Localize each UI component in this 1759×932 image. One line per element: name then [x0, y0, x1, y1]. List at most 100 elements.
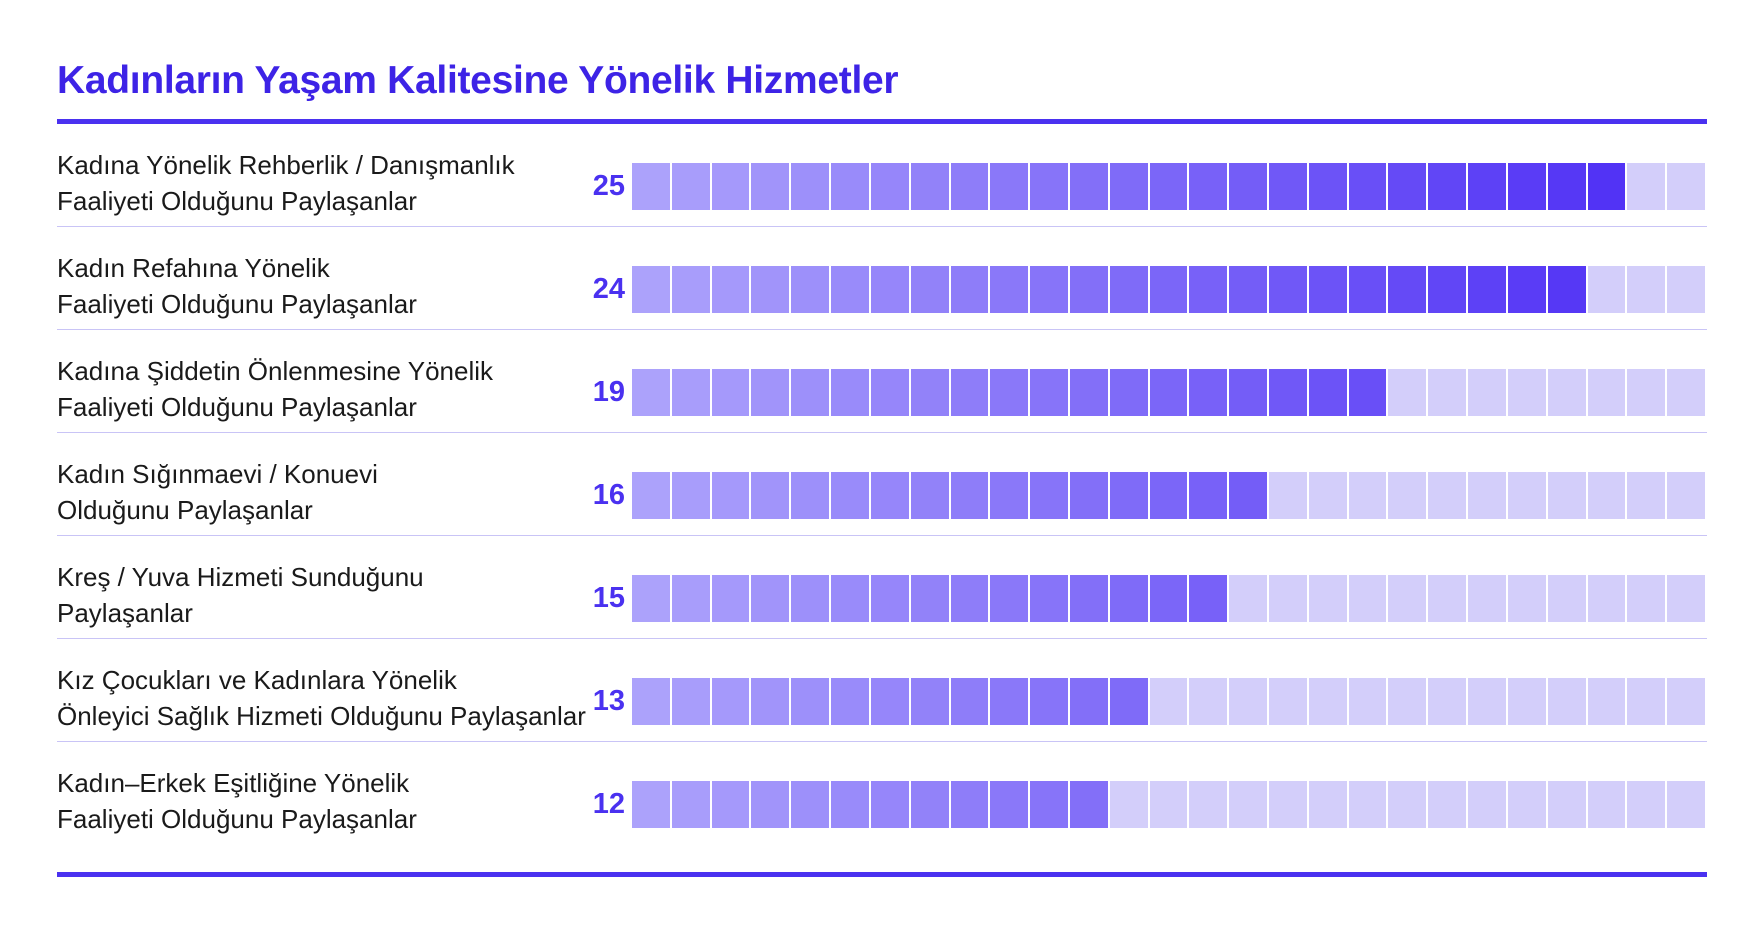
bar-cell-filled: [831, 163, 869, 210]
bar-cell-filled: [1189, 472, 1227, 519]
bar-cell-empty: [1388, 369, 1426, 416]
bar-cell-filled: [1388, 163, 1426, 210]
bar-cell-empty: [1588, 472, 1625, 519]
bar-cell-filled: [1309, 163, 1347, 210]
bar-cell-filled: [1588, 163, 1625, 210]
bar-cell-empty: [1309, 472, 1347, 519]
bar-cell-filled: [1150, 472, 1187, 519]
bar-cell-filled: [951, 678, 988, 725]
bar-cell-filled: [1548, 163, 1586, 210]
bar-cell-empty: [1588, 266, 1625, 313]
bar-cell-empty: [1428, 678, 1466, 725]
bar-cell-filled: [791, 678, 829, 725]
bar-cell-filled: [990, 369, 1028, 416]
row-label-line: Kadına Yönelik Rehberlik / Danışmanlık: [57, 150, 515, 180]
bar-cell-filled: [951, 781, 988, 828]
bar-cell-filled: [1229, 369, 1267, 416]
bar-cell-empty: [1229, 575, 1267, 622]
bar-cell-empty: [1588, 781, 1625, 828]
bar-cell-filled: [1110, 266, 1148, 313]
bar-cell-filled: [1030, 163, 1068, 210]
bar-cell-empty: [1468, 781, 1506, 828]
bar-cell-filled: [1269, 369, 1307, 416]
bar-cell-filled: [1189, 369, 1227, 416]
bar-cell-filled: [1309, 266, 1347, 313]
row-label: Kadına Şiddetin Önlenmesine Yönelik Faali…: [57, 353, 602, 425]
row-label-line: Olduğunu Paylaşanlar: [57, 495, 313, 525]
bar-cell-filled: [672, 575, 710, 622]
bar-cell-empty: [1189, 781, 1227, 828]
bar-cell-empty: [1667, 472, 1705, 519]
bar-cell-filled: [1229, 163, 1267, 210]
bar-cell-filled: [751, 781, 789, 828]
row-label-line: Faaliyeti Olduğunu Paylaşanlar: [57, 392, 417, 422]
bar-cell-filled: [632, 678, 670, 725]
bar-cell-filled: [871, 163, 909, 210]
bar-cell-filled: [990, 678, 1028, 725]
bar-cell-empty: [1627, 266, 1665, 313]
row-divider: [57, 226, 1707, 227]
bar-cell-filled: [1428, 163, 1466, 210]
bar-cell-empty: [1428, 781, 1466, 828]
bar-cell-filled: [791, 575, 829, 622]
bar-cell-empty: [1627, 678, 1665, 725]
bar-cell-empty: [1588, 369, 1625, 416]
bar-cell-filled: [951, 266, 988, 313]
bar-cell-filled: [1349, 163, 1386, 210]
row-label-line: Kadın–Erkek Eşitliğine Yönelik: [57, 768, 410, 798]
bar-cell-empty: [1508, 781, 1546, 828]
bar-cell-filled: [911, 472, 949, 519]
bar-cell-filled: [1468, 163, 1506, 210]
bar-cell-filled: [1150, 266, 1187, 313]
bar-cell-empty: [1110, 781, 1148, 828]
bar-cell-empty: [1627, 369, 1665, 416]
bar-track: [632, 369, 1707, 416]
row-label-line: Kadın Refahına Yönelik: [57, 253, 330, 283]
bar-cell-filled: [1070, 575, 1108, 622]
bar-cell-filled: [1030, 472, 1068, 519]
bar-cell-empty: [1667, 163, 1705, 210]
bar-cell-empty: [1229, 678, 1267, 725]
bar-cell-filled: [831, 781, 869, 828]
bar-cell-filled: [911, 781, 949, 828]
bar-cell-filled: [712, 781, 749, 828]
bar-cell-empty: [1468, 472, 1506, 519]
bar-cell-filled: [791, 472, 829, 519]
bar-cell-filled: [990, 472, 1028, 519]
bar-cell-filled: [672, 472, 710, 519]
bar-cell-filled: [712, 678, 749, 725]
bar-cell-filled: [911, 266, 949, 313]
bar-cell-empty: [1269, 781, 1307, 828]
data-label: 16: [592, 479, 625, 511]
bar-cell-empty: [1269, 678, 1307, 725]
row-label-line: Önleyici Sağlık Hizmeti Olduğunu Paylaşa…: [57, 701, 586, 731]
bar-cell-filled: [1309, 369, 1347, 416]
row-label: Kadın Refahına Yönelik Faaliyeti Olduğunu…: [57, 250, 602, 322]
bar-cell-empty: [1309, 575, 1347, 622]
row-label-line: Faaliyeti Olduğunu Paylaşanlar: [57, 804, 417, 834]
bar-cell-filled: [1030, 781, 1068, 828]
bar-cell-filled: [672, 266, 710, 313]
bar-cell-empty: [1189, 678, 1227, 725]
bar-cell-filled: [1189, 266, 1227, 313]
bar-cell-filled: [672, 781, 710, 828]
bar-cell-filled: [831, 369, 869, 416]
bar-cell-filled: [1110, 163, 1148, 210]
bar-cell-filled: [1030, 575, 1068, 622]
bar-cell-filled: [1030, 369, 1068, 416]
bar-cell-filled: [1070, 781, 1108, 828]
bar-cell-filled: [1189, 575, 1227, 622]
bar-cell-filled: [1110, 575, 1148, 622]
bar-cell-filled: [751, 369, 789, 416]
data-label: 13: [592, 685, 625, 717]
bar-cell-filled: [751, 678, 789, 725]
bar-cell-filled: [990, 781, 1028, 828]
bar-cell-empty: [1150, 678, 1187, 725]
bar-track: [632, 781, 1707, 828]
bar-cell-filled: [871, 266, 909, 313]
bar-cell-filled: [672, 163, 710, 210]
bar-cell-empty: [1468, 678, 1506, 725]
row-label: Kadın–Erkek Eşitliğine Yönelik Faaliyeti …: [57, 765, 602, 837]
bar-cell-empty: [1349, 472, 1386, 519]
